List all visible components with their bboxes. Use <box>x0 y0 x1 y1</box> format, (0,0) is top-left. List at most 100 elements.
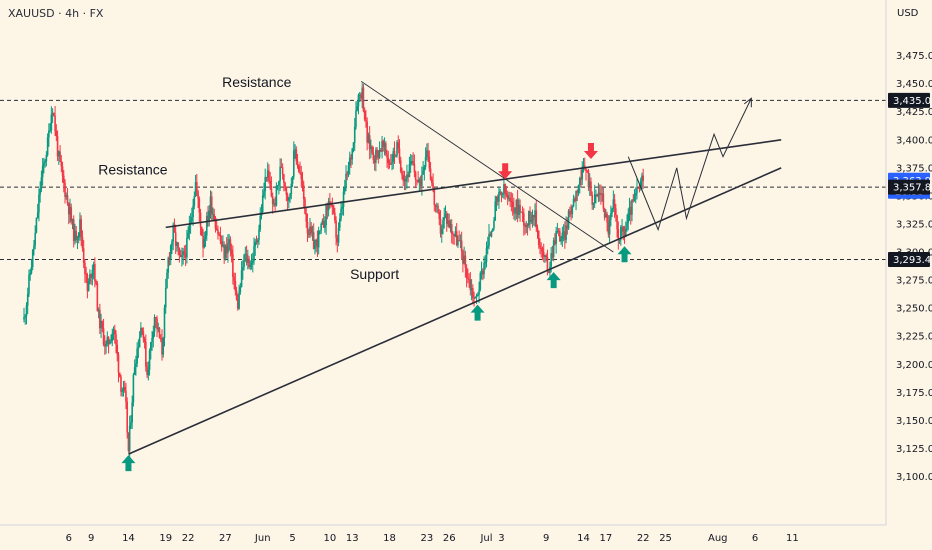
y-tick-label: 3,325.00 <box>896 219 932 230</box>
candle-body <box>429 168 432 180</box>
candle-body <box>123 387 126 391</box>
candle-body <box>296 161 299 166</box>
x-tick-label: 13 <box>346 533 359 544</box>
candle-body <box>264 176 267 192</box>
candle-body <box>371 146 373 153</box>
candle-body <box>80 219 82 237</box>
candle-body <box>194 182 197 197</box>
candle-body <box>336 237 339 243</box>
candle-body <box>143 338 146 342</box>
candle-body <box>396 142 398 156</box>
candle-body <box>477 294 479 296</box>
candle-body <box>525 224 528 227</box>
candle-body <box>85 273 87 275</box>
candle-body <box>495 196 498 202</box>
symbol-label[interactable]: XAUUSD · 4h · FX <box>8 7 104 20</box>
candle-body <box>168 257 171 260</box>
x-tick-label: 6 <box>752 533 758 544</box>
candle-body <box>527 211 530 226</box>
up-arrow-icon <box>617 246 632 263</box>
currency-label[interactable]: USD <box>897 8 919 19</box>
candle-body <box>178 247 181 255</box>
candle-body <box>306 221 309 234</box>
candle-body <box>332 205 335 213</box>
candle-body <box>204 235 207 239</box>
price-badge-label: 3,435.07 <box>893 96 932 107</box>
candle-body <box>325 205 327 225</box>
candle-body <box>55 131 58 137</box>
candle-body <box>176 242 178 246</box>
x-tick-label: 17 <box>600 533 613 544</box>
candle-body <box>299 171 301 174</box>
candle-body <box>503 184 505 194</box>
candle-body <box>488 233 490 246</box>
projection-arrowhead <box>743 97 752 108</box>
candle-body <box>230 249 233 254</box>
y-tick-label: 3,400.00 <box>896 135 932 146</box>
candle-body <box>174 232 177 246</box>
candle-body <box>220 241 223 247</box>
candle-body <box>127 432 130 451</box>
candle-body <box>26 293 29 306</box>
y-tick-label: 3,100.00 <box>896 472 932 483</box>
candle-body <box>571 206 574 215</box>
candle-body <box>537 230 540 245</box>
candle-body <box>54 115 56 132</box>
candle-body <box>159 338 162 340</box>
candle-body <box>120 376 122 392</box>
candle-body <box>209 196 212 211</box>
candles <box>23 83 644 461</box>
candle-body <box>388 163 391 165</box>
candle-body <box>235 290 238 300</box>
candle-body <box>586 170 589 172</box>
candle-body <box>459 240 462 242</box>
price-badge <box>888 251 930 267</box>
candle-body <box>324 224 326 228</box>
candle-body <box>414 172 417 180</box>
candle-body <box>288 198 290 201</box>
x-tick-label: 14 <box>122 533 135 544</box>
candle-body <box>166 272 168 288</box>
candle-body <box>385 143 387 155</box>
candle-body <box>448 220 451 228</box>
candle-body <box>254 241 257 247</box>
candle-body <box>173 224 176 233</box>
candle-body <box>171 241 173 246</box>
candle-body <box>312 232 315 250</box>
candle-body <box>639 181 642 189</box>
candle-body <box>319 230 321 232</box>
candle-body <box>422 170 424 175</box>
candle-body <box>227 242 229 254</box>
candle-body <box>71 219 74 222</box>
candle-body <box>593 194 596 203</box>
candle-body <box>121 390 124 392</box>
candle-body <box>58 151 60 157</box>
candle-body <box>202 235 204 248</box>
candle-body <box>163 307 166 338</box>
candle-body <box>208 210 211 221</box>
up-arrow-icon <box>121 455 136 472</box>
candle-body <box>23 317 25 320</box>
candle-body <box>256 240 259 243</box>
y-tick-label: 3,200.00 <box>896 360 932 371</box>
candle-body <box>258 229 260 241</box>
candle-body <box>382 140 385 148</box>
candle-body <box>393 150 396 157</box>
projection-path <box>627 97 752 232</box>
candle-body <box>547 270 550 274</box>
candle-body <box>125 390 127 402</box>
arrow-markers <box>121 143 632 472</box>
time-axis[interactable]: 6 9 14 19 22 27 Jun 5 10 13 18 23 26 Jul 3 9 14 17 22 25 Aug… <box>0 524 886 544</box>
candle-body <box>612 199 615 209</box>
candle-body <box>483 263 485 275</box>
candle-body <box>402 175 405 181</box>
candle-body <box>223 244 225 259</box>
candle-body <box>35 217 38 233</box>
candle-body <box>280 166 283 168</box>
candle-body <box>86 274 89 291</box>
candle-body <box>74 231 76 242</box>
candle-body <box>244 254 247 256</box>
candle-body <box>575 190 577 202</box>
